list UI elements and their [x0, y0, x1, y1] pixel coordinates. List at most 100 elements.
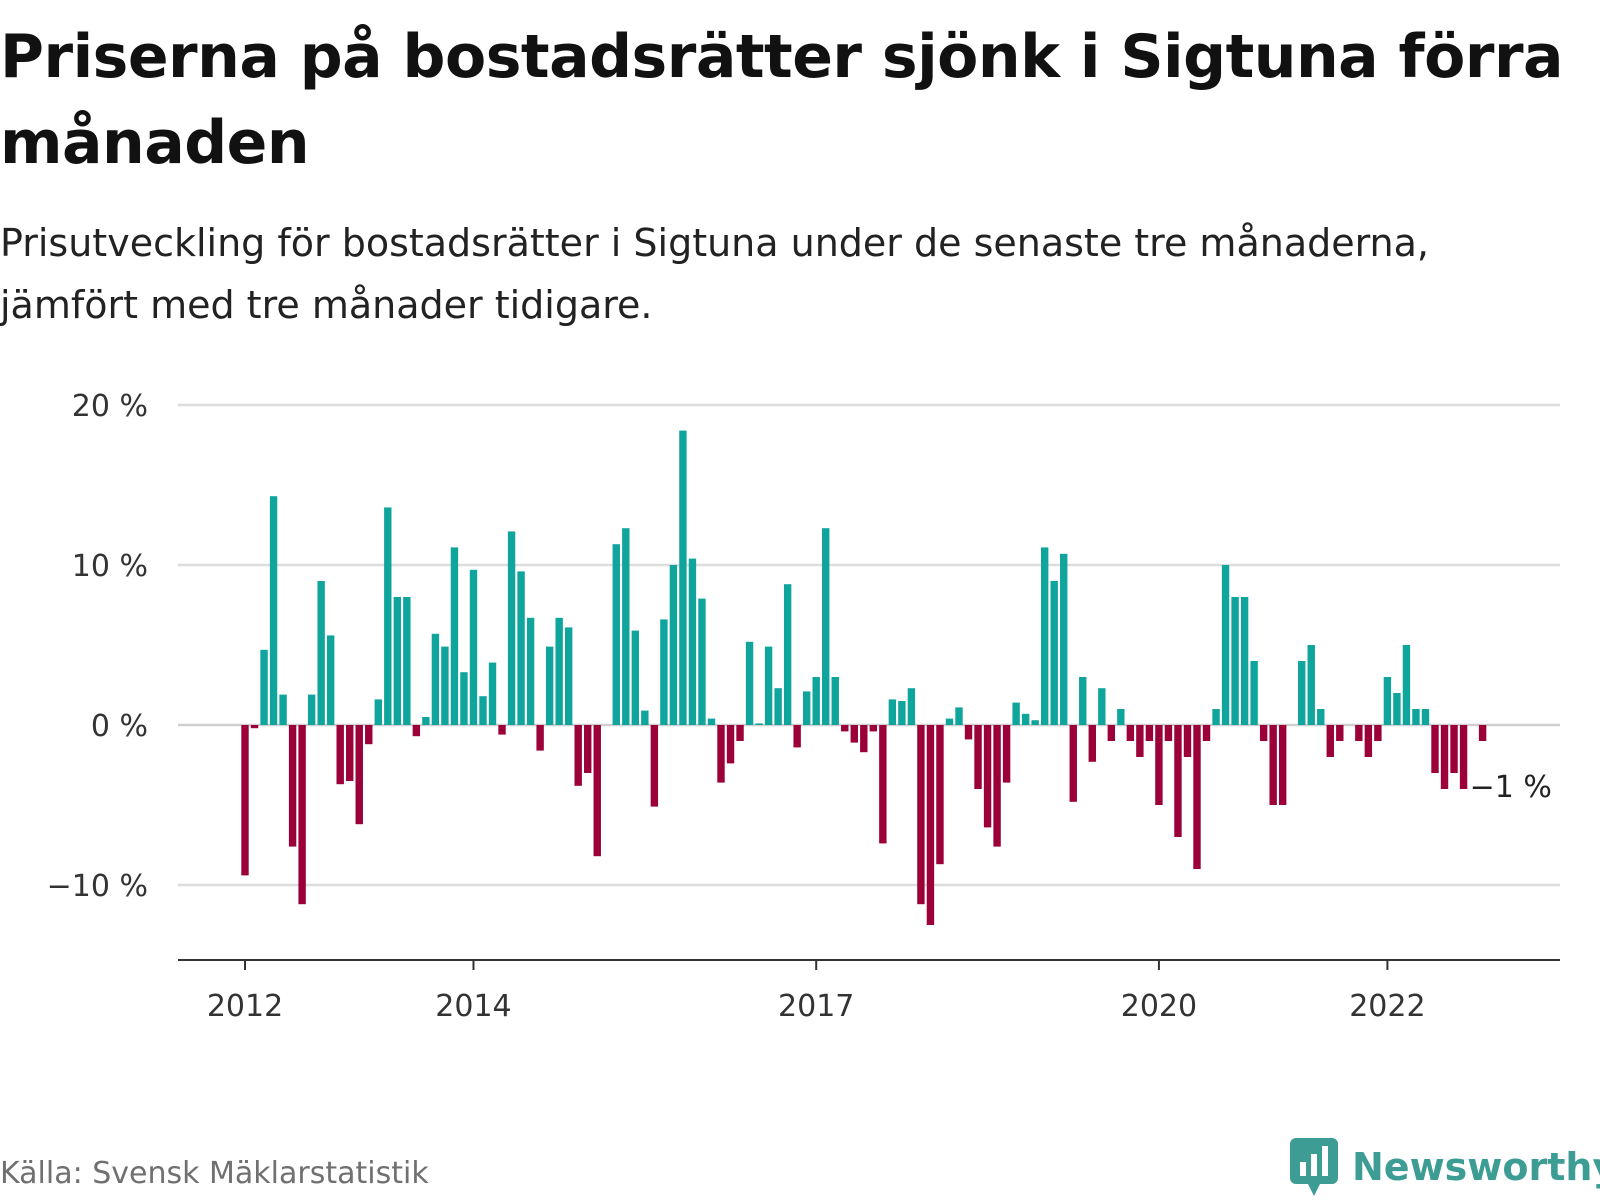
bar — [1079, 677, 1087, 725]
bar — [1060, 553, 1068, 725]
bar — [774, 688, 782, 725]
bar — [822, 528, 830, 725]
bars — [241, 430, 1487, 925]
bar — [764, 646, 773, 725]
bar — [860, 725, 868, 753]
bar — [326, 635, 335, 725]
x-tick-label: 2012 — [207, 989, 283, 1024]
bar — [1031, 720, 1039, 725]
bar — [622, 528, 630, 725]
bar — [745, 641, 754, 725]
bar — [631, 630, 640, 725]
bar — [802, 691, 811, 725]
bar — [584, 725, 592, 773]
y-tick-label: −10 % — [47, 869, 148, 904]
bar — [317, 581, 325, 725]
bar — [1450, 725, 1458, 773]
bar — [298, 725, 306, 905]
bar — [888, 699, 897, 725]
bar — [926, 725, 935, 925]
bar — [241, 725, 249, 876]
bar — [1202, 725, 1211, 741]
bar — [1298, 661, 1306, 725]
bar — [269, 496, 278, 725]
bar — [641, 710, 649, 725]
bar — [355, 725, 363, 825]
bar — [783, 584, 792, 725]
bar — [1174, 725, 1182, 837]
bar — [1431, 725, 1439, 773]
bar — [1117, 709, 1125, 725]
bar — [346, 725, 354, 781]
bar — [1364, 725, 1373, 757]
bar — [1374, 725, 1382, 741]
bar — [1098, 688, 1106, 725]
bar — [1259, 725, 1268, 741]
bar — [1069, 725, 1077, 802]
bar — [536, 725, 544, 751]
bar — [1021, 713, 1030, 725]
bar — [526, 617, 535, 725]
bar — [260, 649, 268, 725]
bar — [288, 725, 297, 847]
bar — [841, 725, 849, 732]
bar — [755, 723, 763, 725]
bar — [1231, 597, 1239, 725]
bar — [1412, 709, 1420, 725]
bar — [964, 725, 973, 740]
bar — [669, 565, 678, 725]
bar — [1478, 725, 1487, 741]
bar — [422, 717, 430, 725]
bar — [393, 597, 402, 725]
bar — [488, 662, 497, 725]
bar — [1326, 725, 1334, 757]
bar — [1269, 725, 1277, 805]
bar — [1440, 725, 1449, 789]
bar — [945, 718, 954, 725]
x-tick-label: 2020 — [1121, 989, 1197, 1024]
bar — [1383, 677, 1392, 725]
y-tick-label: 20 % — [72, 389, 148, 424]
bar — [498, 725, 506, 735]
bar — [431, 633, 440, 725]
bar — [1240, 597, 1249, 725]
bar — [1393, 693, 1401, 725]
bar — [660, 619, 668, 725]
bar — [936, 725, 944, 865]
bar — [1040, 547, 1049, 725]
bar — [850, 725, 858, 743]
bar — [250, 725, 259, 729]
bar — [1307, 645, 1315, 725]
brand-name: Newsworthy — [1352, 1145, 1600, 1189]
bar — [1193, 725, 1201, 869]
bar — [384, 507, 392, 725]
bar — [1212, 709, 1220, 725]
bar — [917, 725, 925, 905]
x-axis — [178, 959, 1560, 970]
bar — [564, 627, 573, 725]
bar — [736, 725, 744, 741]
bar — [1136, 725, 1144, 757]
bar — [831, 677, 839, 725]
chart-title: Priserna på bostadsrätter sjönk i Sigtun… — [0, 22, 1564, 178]
bar — [812, 677, 820, 725]
bar — [1088, 725, 1096, 762]
bar — [574, 725, 582, 786]
x-tick-label: 2017 — [778, 989, 854, 1024]
brand-logo: Newsworthy — [1290, 1138, 1600, 1196]
bar — [1183, 725, 1192, 757]
bar — [1164, 725, 1173, 741]
bar — [517, 571, 525, 725]
bar — [1107, 725, 1116, 741]
bar — [450, 547, 459, 725]
bar — [555, 617, 563, 725]
bar — [907, 688, 916, 725]
bar — [441, 646, 449, 725]
bar — [1336, 725, 1344, 741]
bar — [650, 725, 659, 807]
chart-subtitle: Prisutveckling för bostadsrätter i Sigtu… — [0, 221, 1430, 327]
bar — [412, 725, 421, 737]
bar — [1050, 581, 1058, 725]
labels: 20 % 10 % 0 % −10 % 2012 2014 2017 2020 2022 −1 % — [47, 389, 1552, 1024]
bar — [374, 699, 382, 725]
